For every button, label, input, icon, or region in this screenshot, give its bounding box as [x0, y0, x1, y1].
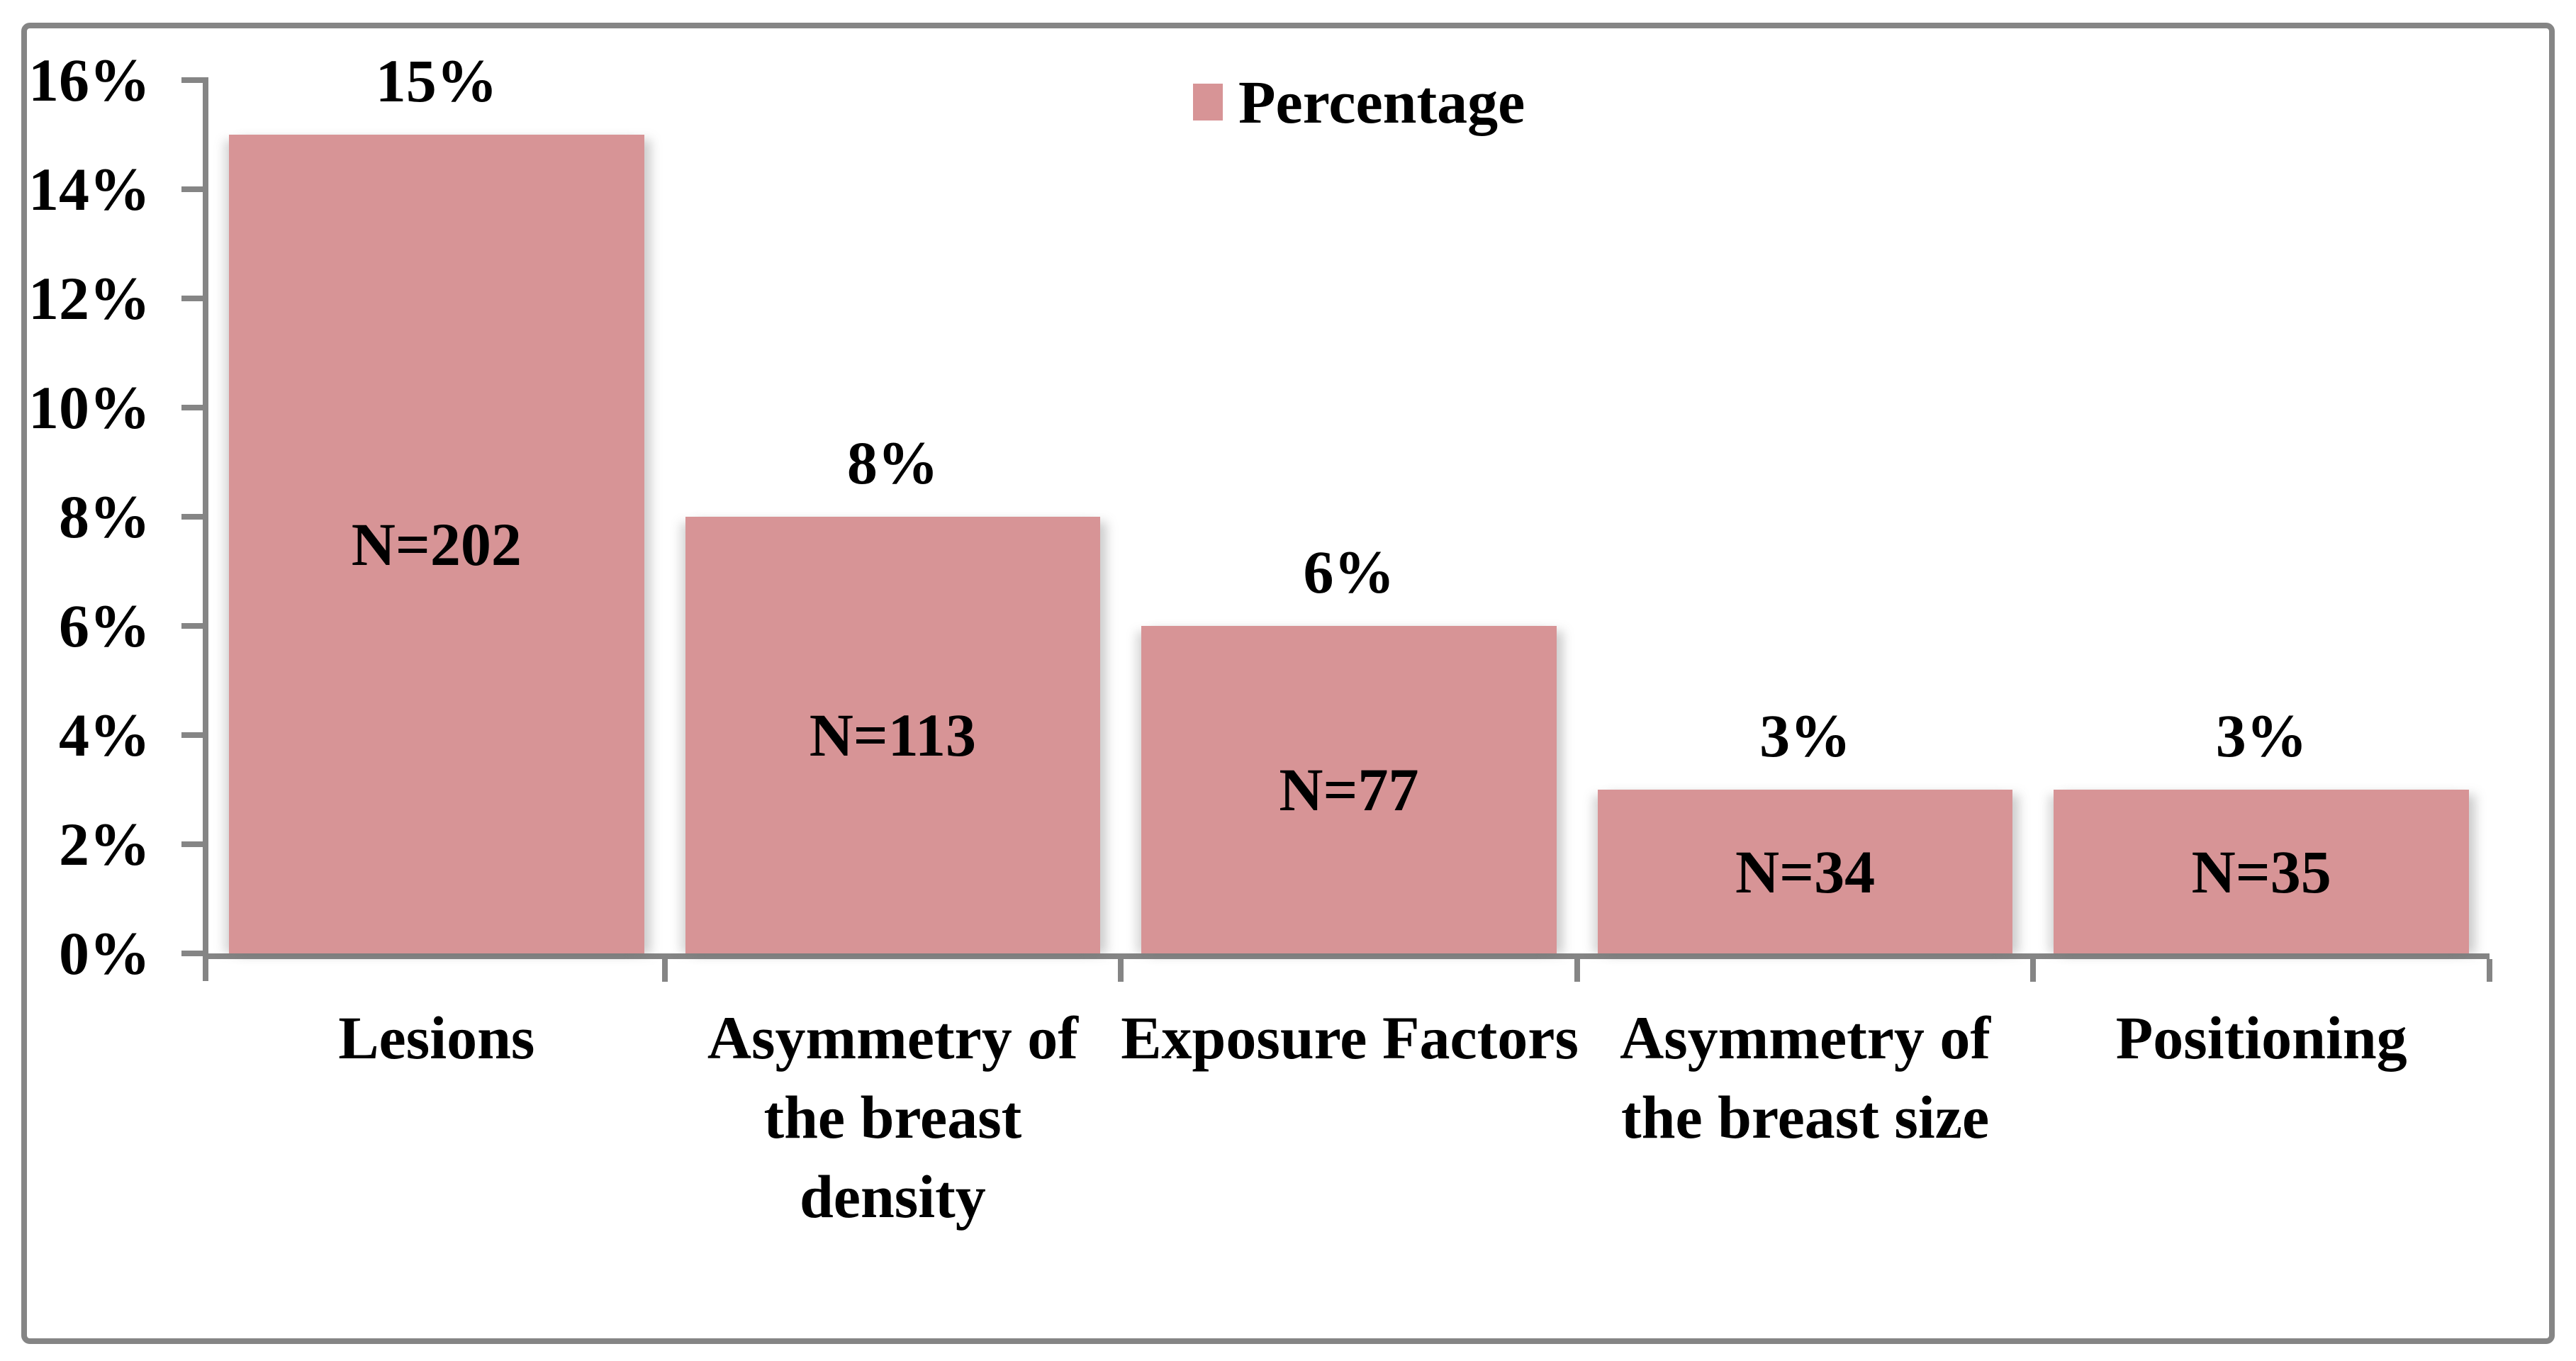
y-tick [181, 951, 203, 956]
y-tick-label: 6% [59, 592, 150, 660]
y-tick [181, 186, 203, 192]
y-tick-label: 12% [28, 264, 150, 332]
x-tick [2487, 959, 2492, 982]
legend-label: Percentage [1238, 68, 1525, 136]
bar-count-label: N=35 [2191, 837, 2331, 906]
bar: N=77 [1141, 626, 1557, 953]
x-category-label-line: density [799, 1163, 986, 1231]
y-tick [181, 405, 203, 410]
y-tick-label: 14% [28, 155, 150, 223]
x-category-label: Positioning [2033, 998, 2490, 1077]
bar-count-label: N=113 [809, 701, 977, 769]
bar-slot: N=113 8% [665, 80, 1121, 953]
legend-swatch [1193, 84, 1223, 121]
bar-value-label: 3% [2215, 702, 2307, 770]
y-tick-label: 4% [59, 701, 150, 769]
x-category-label: Asymmetry of the breast size [1577, 998, 2034, 1157]
x-category-label: Lesions [208, 998, 665, 1077]
bar-count-label: N=77 [1279, 756, 1419, 824]
bar-count-label: N=202 [351, 510, 522, 578]
x-category-label-line: Asymmetry of [707, 1004, 1078, 1072]
x-category-label: Asymmetry of the breast density [665, 998, 1121, 1236]
x-category-label-line: Lesions [338, 1004, 535, 1072]
y-tick-label: 10% [28, 374, 150, 442]
x-category-label: Exposure Factors [1121, 998, 1579, 1077]
y-tick [181, 77, 203, 83]
x-tick [1118, 959, 1124, 982]
bar-value-label: 8% [846, 429, 939, 497]
y-tick-label: 8% [59, 483, 150, 551]
bar-value-label: 3% [1759, 702, 1852, 770]
y-tick-label: 0% [59, 919, 150, 987]
bar-value-label: 15% [375, 47, 498, 115]
bar: N=113 [685, 517, 1101, 953]
x-category-label-line: the breast [763, 1083, 1022, 1151]
y-tick [181, 296, 203, 301]
y-tick [181, 623, 203, 629]
y-tick-label: 2% [59, 810, 150, 878]
bar-slot: N=34 3% [1577, 80, 2034, 953]
y-tick [181, 514, 203, 520]
x-category-label-line: Exposure Factors [1121, 1004, 1579, 1072]
x-tick [2030, 959, 2037, 982]
bar: N=202 [228, 135, 644, 953]
legend: Percentage [1193, 68, 1525, 136]
x-category-label-line: Asymmetry of [1620, 1004, 1991, 1072]
y-tick [181, 732, 203, 738]
x-category-label-line: Positioning [2115, 1004, 2407, 1072]
y-tick [181, 841, 203, 847]
bar-slot: N=35 3% [2033, 80, 2490, 953]
bar-value-label: 6% [1303, 538, 1395, 606]
bar-count-label: N=34 [1735, 837, 1876, 906]
chart-border [21, 23, 2555, 1344]
y-axis-line [203, 77, 208, 981]
x-category-label-line: the breast size [1621, 1083, 1990, 1151]
bar-slot: N=77 6% [1121, 80, 1577, 953]
bar-slot: N=202 15% [208, 47, 665, 953]
x-tick [1574, 959, 1580, 982]
y-tick-label: 16% [28, 46, 150, 114]
bar: N=35 [2054, 790, 2469, 953]
bar: N=34 [1597, 790, 2013, 953]
x-tick [661, 959, 668, 982]
x-axis-line [203, 953, 2490, 959]
